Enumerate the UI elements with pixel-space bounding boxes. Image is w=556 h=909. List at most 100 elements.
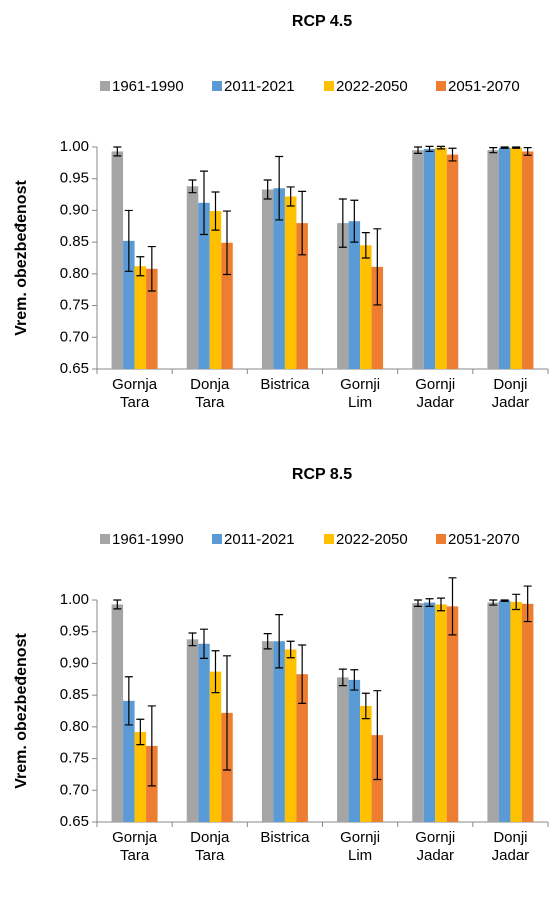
bar bbox=[123, 240, 135, 369]
bar bbox=[134, 731, 147, 822]
error-bar bbox=[373, 228, 382, 306]
x-tick-label: Tara bbox=[195, 847, 225, 864]
y-tick-label: 0.80 bbox=[60, 265, 89, 282]
bar bbox=[273, 188, 285, 369]
error-bar bbox=[147, 705, 156, 787]
bar bbox=[337, 677, 349, 822]
error-bar bbox=[523, 585, 532, 623]
legend-label: 2011-2021 bbox=[224, 78, 295, 95]
x-tick-label: Jadar bbox=[492, 847, 530, 864]
bar bbox=[111, 604, 124, 822]
error-bar bbox=[437, 145, 445, 150]
y-axis-label: Vrem. obezbeđenost bbox=[13, 180, 30, 336]
bar bbox=[273, 641, 285, 822]
error-bar bbox=[147, 245, 156, 292]
bar bbox=[487, 602, 499, 822]
error-bar bbox=[211, 191, 220, 231]
x-tick-label: Gornja bbox=[112, 829, 158, 846]
legend-swatch bbox=[100, 81, 110, 91]
legend-label: 2051-2070 bbox=[448, 78, 520, 95]
error-bar bbox=[350, 199, 359, 243]
legend-swatch bbox=[324, 534, 334, 544]
x-tick-label: Lim bbox=[348, 394, 372, 411]
y-tick-label: 0.85 bbox=[60, 686, 89, 703]
error-bar bbox=[188, 632, 197, 647]
bar bbox=[348, 221, 361, 369]
x-tick-label: Jadar bbox=[416, 847, 454, 864]
bar bbox=[198, 643, 210, 822]
error-bar bbox=[489, 599, 498, 606]
legend-label: 1961-1990 bbox=[112, 78, 184, 95]
bar bbox=[446, 606, 459, 822]
bar bbox=[296, 223, 308, 369]
y-tick-label: 0.75 bbox=[60, 750, 89, 767]
y-tick-label: 0.65 bbox=[60, 813, 89, 830]
legend-label: 2051-2070 bbox=[448, 531, 520, 548]
chart: RCP 4.5 1961-1990 2011-2021 2022-2050 2051-2… bbox=[13, 13, 549, 411]
y-tick-label: 0.70 bbox=[60, 328, 89, 345]
error-bar bbox=[414, 599, 422, 607]
error-bar bbox=[286, 186, 295, 207]
bar bbox=[221, 242, 233, 369]
bar bbox=[186, 639, 199, 822]
y-tick-label: 0.75 bbox=[60, 297, 89, 314]
bar bbox=[412, 150, 424, 369]
error-bar bbox=[437, 597, 445, 612]
bar bbox=[360, 705, 372, 822]
error-bar bbox=[211, 650, 220, 694]
error-bar bbox=[338, 198, 347, 248]
y-tick-label: 0.95 bbox=[60, 170, 89, 187]
x-tick-label: Donji bbox=[493, 376, 527, 393]
x-tick-label: Lim bbox=[348, 847, 372, 864]
error-bar bbox=[124, 676, 133, 726]
error-bar bbox=[136, 256, 145, 277]
error-bar bbox=[113, 146, 122, 157]
bar bbox=[510, 147, 522, 369]
legend-label: 1961-1990 bbox=[112, 531, 184, 548]
y-tick-label: 1.00 bbox=[60, 138, 89, 155]
x-tick-label: Gornji bbox=[415, 829, 455, 846]
chart-title: RCP 8.5 bbox=[292, 466, 352, 483]
x-tick-label: Donja bbox=[190, 829, 230, 846]
error-bar bbox=[361, 232, 370, 259]
error-bar bbox=[425, 598, 434, 607]
legend-label: 2022-2050 bbox=[336, 531, 408, 548]
error-bar bbox=[489, 147, 498, 154]
error-bar bbox=[286, 640, 295, 659]
error-bar bbox=[200, 628, 208, 659]
error-bar bbox=[263, 633, 272, 650]
bar bbox=[521, 603, 534, 822]
x-tick-label: Tara bbox=[120, 394, 150, 411]
x-tick-label: Tara bbox=[120, 847, 150, 864]
error-bar bbox=[500, 599, 509, 602]
bar bbox=[198, 202, 210, 369]
error-bar bbox=[275, 155, 284, 221]
bar bbox=[146, 268, 158, 369]
x-tick-label: Bistrica bbox=[260, 829, 310, 846]
bar bbox=[284, 649, 297, 822]
x-tick-label: Tara bbox=[195, 394, 225, 411]
x-tick-label: Gornji bbox=[340, 376, 380, 393]
legend-label: 2011-2021 bbox=[224, 531, 295, 548]
bar bbox=[423, 602, 436, 822]
bar bbox=[423, 148, 436, 369]
error-bar bbox=[338, 668, 347, 687]
error-bar bbox=[523, 147, 532, 156]
error-bar bbox=[512, 146, 521, 149]
error-bar bbox=[448, 147, 457, 162]
error-bar bbox=[500, 146, 509, 149]
bar bbox=[498, 147, 511, 369]
y-axis-label: Vrem. obezbeđenost bbox=[13, 633, 30, 789]
error-bar bbox=[298, 190, 307, 256]
bar bbox=[134, 266, 147, 369]
error-bar bbox=[200, 170, 208, 236]
x-tick-label: Jadar bbox=[416, 394, 454, 411]
legend-swatch bbox=[212, 81, 222, 91]
bar bbox=[498, 600, 511, 822]
legend-label: 2022-2050 bbox=[336, 78, 408, 95]
bar bbox=[521, 151, 534, 369]
bar bbox=[261, 189, 274, 369]
x-tick-label: Bistrica bbox=[260, 376, 310, 393]
bar bbox=[284, 196, 297, 369]
bar bbox=[371, 266, 384, 369]
